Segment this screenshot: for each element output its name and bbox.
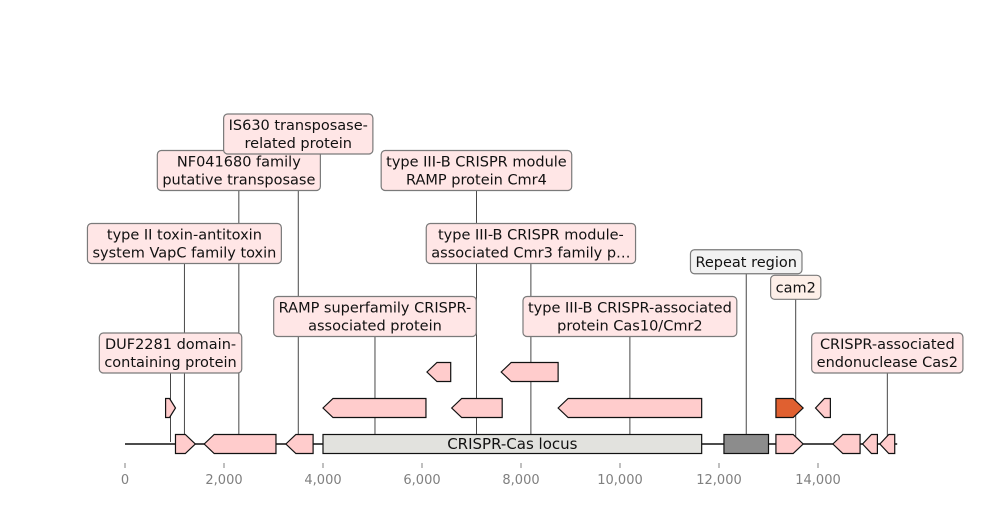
axis-tick-label: 4,000 xyxy=(304,473,341,488)
annotation-label: RAMP superfamily CRISPR-associated prote… xyxy=(273,295,477,338)
annotation-text: CRISPR-associated xyxy=(820,337,955,353)
label-box xyxy=(223,113,374,155)
annotation-text: RAMP protein Cmr4 xyxy=(406,173,547,189)
annotation-label: CRISPR-associated endonuclease Cas2 xyxy=(811,332,964,374)
label-box xyxy=(86,222,282,265)
annotation-label: type III-B CRISPR module-associated Cmr3… xyxy=(425,222,637,265)
gene-arrow xyxy=(861,433,879,455)
label-box xyxy=(98,332,243,374)
annotation-label: type III-B CRISPR module RAMP protein Cmr… xyxy=(380,149,573,192)
annotation-labels-layer: DUF2281 domain-containing protein type II… xyxy=(86,113,964,374)
annotation-label: type III-B CRISPR-associated protein Cas1… xyxy=(522,295,738,338)
axis-tick-label: 8,000 xyxy=(502,473,539,488)
annotation-label: IS630 transposase-related protein xyxy=(223,113,374,155)
annotation-label: cam2 xyxy=(770,274,822,300)
annotation-label: Repeat region xyxy=(689,249,803,275)
annotation-label: NF041680 family putative transposase xyxy=(156,149,321,192)
label-box xyxy=(689,249,803,275)
gene-arrow xyxy=(831,433,861,455)
gene-arrow xyxy=(775,397,805,419)
locus-label: CRISPR-Cas locus xyxy=(447,435,577,453)
gene-arrow xyxy=(879,433,896,455)
gene-arrow xyxy=(174,433,197,455)
label-box xyxy=(273,295,477,338)
label-box xyxy=(425,222,637,265)
gene-arrow xyxy=(775,433,805,455)
annotation-text: containing protein xyxy=(104,355,236,371)
label-box xyxy=(770,274,822,300)
axis-tick-label: 10,000 xyxy=(597,473,643,488)
annotation-text: type III-B CRISPR module xyxy=(386,155,567,171)
axis-tick-label: 14,000 xyxy=(795,473,841,488)
axis-tick-label: 12,000 xyxy=(696,473,742,488)
annotation-text: Repeat region xyxy=(695,255,797,271)
annotation-text: system VapC family toxin xyxy=(92,246,276,262)
gene-arrow xyxy=(322,397,427,419)
gene-arrow xyxy=(164,397,177,419)
axis-tick-label: 2,000 xyxy=(205,473,242,488)
gene-arrow xyxy=(814,397,831,419)
annotation-text: DUF2281 domain- xyxy=(105,337,236,353)
gene-arrow xyxy=(203,433,277,455)
gene-arrow xyxy=(500,361,559,383)
label-box xyxy=(811,332,964,374)
annotation-text: endonuclease Cas2 xyxy=(817,355,958,371)
annotation-text: RAMP superfamily CRISPR- xyxy=(279,301,472,317)
annotation-text: NF041680 family xyxy=(177,155,301,171)
annotation-text: associated Cmr3 family p… xyxy=(431,246,630,262)
gene-arrow xyxy=(426,361,452,383)
x-axis: 0 2,000 4,000 6,000 8,000 10,000 12,000 14,000 xyxy=(121,463,841,488)
regions-layer: CRISPR-Cas locus xyxy=(322,433,770,455)
crispr-cas-locus xyxy=(322,433,703,455)
annotation-text: type II toxin-antitoxin xyxy=(107,228,262,244)
gene-arrow xyxy=(557,397,703,419)
gene-arrow xyxy=(285,433,314,455)
annotation-text: type III-B CRISPR-associated xyxy=(528,301,732,317)
annotation-label: DUF2281 domain-containing protein xyxy=(98,332,243,374)
annotation-text: IS630 transposase- xyxy=(229,118,368,134)
features-layer xyxy=(164,361,896,455)
annotation-text: type III-B CRISPR module- xyxy=(438,228,624,244)
label-box xyxy=(380,149,573,192)
annotation-text: associated protein xyxy=(308,319,442,335)
axis-tick-label: 0 xyxy=(121,473,129,488)
annotation-text: cam2 xyxy=(776,280,816,296)
axis-tick-label: 6,000 xyxy=(403,473,440,488)
annotation-text: putative transposase xyxy=(162,173,315,189)
annotation-label: type II toxin-antitoxin system VapC famil… xyxy=(86,222,282,265)
gene-arrow xyxy=(450,397,503,419)
annotation-text: related protein xyxy=(245,136,352,152)
repeat-region xyxy=(723,433,770,455)
annotation-text: protein Cas10/Cmr2 xyxy=(557,319,703,335)
label-box xyxy=(522,295,738,338)
